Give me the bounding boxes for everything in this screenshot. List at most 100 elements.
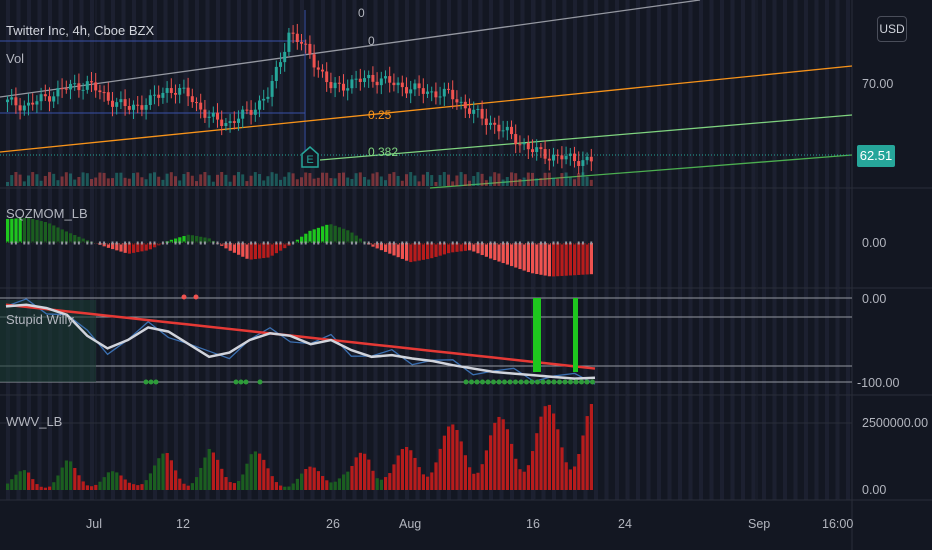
willy-dot	[243, 379, 249, 385]
wwv-bar	[321, 475, 325, 490]
sqzmom-dot	[392, 241, 395, 245]
sqzmom-bar	[144, 243, 148, 251]
volume-bar	[228, 181, 232, 186]
session-stripe	[100, 0, 105, 500]
wwv-bar	[165, 453, 169, 490]
sqzmom-bar	[384, 243, 388, 252]
volume-bar	[148, 173, 152, 186]
candle-body	[111, 100, 114, 107]
sqzmom-bar	[258, 243, 262, 259]
sqzmom-dot	[140, 241, 143, 245]
candle-body	[350, 79, 354, 89]
currency-button[interactable]: USD	[877, 16, 907, 42]
session-stripe	[646, 0, 651, 500]
earnings-icon[interactable]: E	[301, 146, 319, 168]
sqzmom-bar	[501, 243, 505, 264]
volume-bar	[421, 174, 425, 186]
sqzmom-bar	[510, 243, 514, 267]
sqzmom-dot	[166, 241, 169, 245]
candle-body	[434, 91, 438, 98]
session-stripe	[37, 0, 42, 500]
sqzmom-dot	[489, 241, 492, 245]
sqzmom-bar	[476, 243, 480, 254]
sqzmom-dot	[363, 241, 366, 245]
volume-bar	[371, 173, 375, 186]
sqzmom-dot	[170, 241, 173, 245]
sqzmom-dot	[250, 241, 253, 245]
sqzmom-bar	[249, 243, 253, 260]
willy-dot	[480, 379, 485, 385]
wwv-bar	[253, 451, 257, 490]
sqzmom-dot	[371, 241, 374, 245]
candle-body	[535, 147, 539, 153]
sqzmom-dot	[502, 241, 505, 245]
candle-body	[119, 99, 123, 103]
wwv-bar	[106, 472, 110, 490]
wwv-bar	[358, 452, 362, 490]
volume-bar	[69, 173, 72, 186]
candle-body	[224, 123, 228, 127]
sqzmom-dot	[56, 241, 59, 245]
session-stripe	[352, 0, 357, 500]
candle-body	[258, 100, 261, 110]
session-stripe	[16, 0, 21, 500]
candle-body	[333, 82, 337, 89]
volume-bar	[153, 172, 156, 186]
volume-bar	[31, 172, 35, 186]
volume-bar	[522, 177, 526, 186]
sqzmom-dot	[422, 241, 425, 245]
sqzmom-dot	[77, 241, 80, 245]
sqzmom-bar	[119, 243, 123, 252]
volume-bar	[182, 174, 186, 186]
wwv-bar	[195, 477, 199, 490]
wwv-bar	[127, 482, 131, 490]
candle-body	[127, 106, 131, 110]
volume-bar	[442, 172, 446, 186]
wwv-bar	[56, 475, 60, 490]
session-stripe	[541, 0, 546, 500]
sqzmom-bar	[539, 243, 543, 275]
time-tick-jul: Jul	[86, 517, 102, 531]
sqzmom-dot	[115, 241, 118, 245]
volume-bar	[484, 180, 488, 186]
session-stripe	[783, 0, 787, 500]
volume-bar	[568, 177, 572, 186]
wwv-bar	[346, 471, 350, 490]
session-stripe	[436, 0, 441, 500]
session-stripe	[69, 0, 73, 500]
sqzmom-dot	[409, 241, 412, 245]
wwv-bar	[245, 463, 249, 490]
wwv-bar	[249, 454, 253, 490]
fib-line-low	[429, 154, 853, 189]
candle-body	[56, 88, 60, 97]
session-stripe	[121, 0, 126, 500]
wwv-bar	[241, 474, 245, 490]
session-stripe	[27, 0, 31, 500]
wwv-bar	[564, 462, 568, 490]
candle-body	[459, 101, 463, 103]
sqzmom-bar	[346, 230, 350, 243]
wwv-bar	[274, 482, 278, 490]
sqzmom-dot	[296, 241, 299, 245]
volume-bar	[581, 172, 585, 186]
candle-body	[573, 153, 576, 162]
candle-body	[409, 89, 413, 94]
sqzmom-bar	[64, 231, 68, 243]
volume-bar	[505, 176, 509, 186]
sqzmom-dot	[556, 241, 559, 245]
sqzmom-bar	[186, 234, 190, 243]
sqzmom-dot	[149, 241, 152, 245]
wwv-bar	[287, 486, 291, 490]
willy-signal-bar	[533, 298, 541, 372]
session-stripe	[583, 0, 588, 500]
willy-dot	[502, 379, 507, 385]
candle-body	[64, 88, 68, 90]
sqzmom-bar	[564, 243, 568, 276]
volume-bar	[186, 172, 190, 186]
sqzmom-bar	[472, 243, 476, 252]
volume-bar	[463, 174, 467, 186]
candle-body	[312, 54, 316, 68]
volume-bar	[39, 180, 43, 186]
session-stripe	[499, 0, 504, 500]
